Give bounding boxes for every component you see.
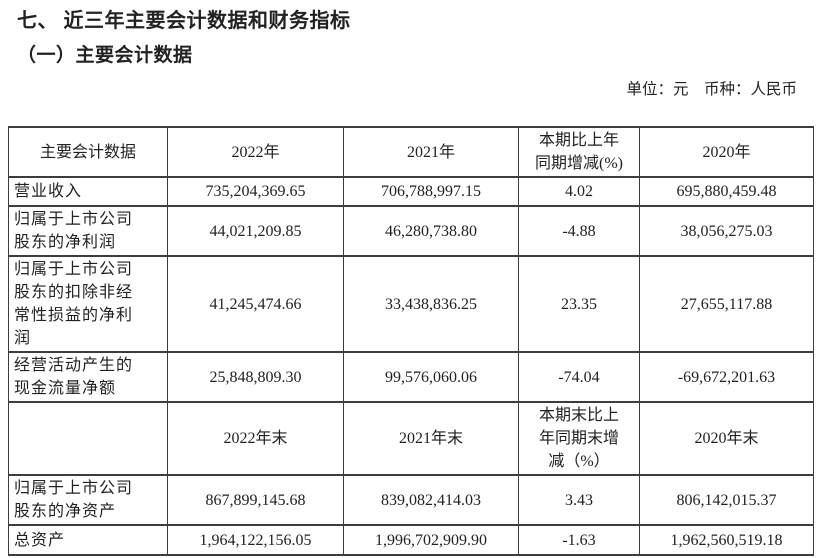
table-row-net-profit-excl-nonrecurring: 归属于上市公司 股东的扣除非经 常性损益的净利 润 41,245,474.66 … <box>8 255 814 353</box>
cell-2020-value: 27,655,117.88 <box>639 255 814 353</box>
cell-2020-value: 1,962,560,519.18 <box>639 524 814 556</box>
col-header-end-change: 本期末比上 年同期末增 减（%） <box>518 401 640 476</box>
financial-data-table: 主要会计数据 2022年 2021年 本期比上年 同期增减(%) 2020年 营… <box>8 126 814 556</box>
cell-2022-value: 1,964,122,156.05 <box>167 524 344 556</box>
row-label: 总资产 <box>8 524 168 556</box>
cell-2020-value: 806,142,015.37 <box>639 474 814 526</box>
subsection-title: （一）主要会计数据 <box>17 45 193 66</box>
col-header-2022-end: 2022年末 <box>167 401 344 476</box>
cell-2022-value: 25,848,809.30 <box>167 351 344 403</box>
cell-2021-value: 46,280,738.80 <box>343 205 519 257</box>
col-header-empty <box>8 401 168 476</box>
table-row-net-assets: 归属于上市公司 股东的净资产 867,899,145.68 839,082,41… <box>8 474 814 526</box>
cell-2021-value: 706,788,997.15 <box>343 176 519 207</box>
table-row-operating-revenue: 营业收入 735,204,369.65 706,788,997.15 4.02 … <box>8 176 814 207</box>
table-row-net-profit: 归属于上市公司 股东的净利润 44,021,209.85 46,280,738.… <box>8 205 814 257</box>
cell-2022-value: 735,204,369.65 <box>167 176 344 207</box>
cell-2021-value: 839,082,414.03 <box>343 474 519 526</box>
table-header-row-annual: 主要会计数据 2022年 2021年 本期比上年 同期增减(%) 2020年 <box>8 126 814 178</box>
cell-2021-value: 99,576,060.06 <box>343 351 519 403</box>
cell-change-value: 23.35 <box>518 255 640 353</box>
cell-change-value: 3.43 <box>518 474 640 526</box>
cell-2020-value: -69,672,201.63 <box>639 351 814 403</box>
cell-2020-value: 695,880,459.48 <box>639 176 814 207</box>
col-header-2020: 2020年 <box>639 126 814 178</box>
col-header-yoy-change: 本期比上年 同期增减(%) <box>518 126 640 178</box>
cell-change-value: -1.63 <box>518 524 640 556</box>
cell-2022-value: 867,899,145.68 <box>167 474 344 526</box>
row-label: 营业收入 <box>8 176 168 207</box>
cell-2022-value: 41,245,474.66 <box>167 255 344 353</box>
cell-2022-value: 44,021,209.85 <box>167 205 344 257</box>
col-header-2022: 2022年 <box>167 126 344 178</box>
cell-2020-value: 38,056,275.03 <box>639 205 814 257</box>
cell-2021-value: 33,438,836.25 <box>343 255 519 353</box>
row-label: 归属于上市公司 股东的净资产 <box>8 474 168 526</box>
unit-note: 单位：元 币种：人民币 <box>626 81 797 98</box>
table-row-operating-cash-flow: 经营活动产生的 现金流量净额 25,848,809.30 99,576,060.… <box>8 351 814 403</box>
col-header-2021: 2021年 <box>343 126 519 178</box>
cell-2021-value: 1,996,702,909.90 <box>343 524 519 556</box>
row-label: 经营活动产生的 现金流量净额 <box>8 351 168 403</box>
cell-change-value: -4.88 <box>518 205 640 257</box>
row-label: 归属于上市公司 股东的净利润 <box>8 205 168 257</box>
cell-change-value: 4.02 <box>518 176 640 207</box>
cell-change-value: -74.04 <box>518 351 640 403</box>
col-header-2021-end: 2021年末 <box>343 401 519 476</box>
col-header-metric: 主要会计数据 <box>8 126 168 178</box>
row-label: 归属于上市公司 股东的扣除非经 常性损益的净利 润 <box>8 255 168 353</box>
section-title: 七、 近三年主要会计数据和财务指标 <box>17 10 351 32</box>
table-header-row-period-end: 2022年末 2021年末 本期末比上 年同期末增 减（%） 2020年末 <box>8 401 814 476</box>
table-row-total-assets: 总资产 1,964,122,156.05 1,996,702,909.90 -1… <box>8 524 814 556</box>
col-header-2020-end: 2020年末 <box>639 401 814 476</box>
